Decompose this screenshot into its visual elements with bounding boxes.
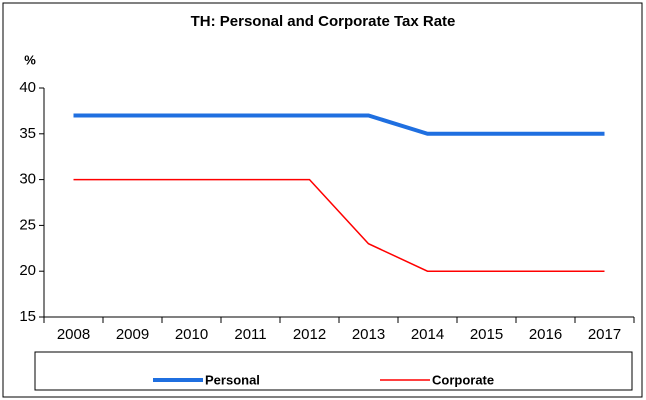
y-tick-label: 40: [19, 79, 36, 96]
x-tick-label: 2010: [175, 326, 208, 343]
x-tick-label: 2012: [293, 326, 326, 343]
x-tick-label: 2013: [352, 326, 385, 343]
x-tick-label: 2014: [411, 326, 444, 343]
x-tick-label: 2009: [116, 326, 149, 343]
y-tick-label: 30: [19, 171, 36, 188]
series-line: [73, 113, 605, 136]
y-tick-label: 20: [19, 262, 36, 279]
y-axis-label: %: [24, 52, 36, 67]
x-tick-label: 2016: [529, 326, 562, 343]
x-tick-label: 2017: [588, 326, 621, 343]
y-tick-label: 35: [19, 125, 36, 142]
x-tick-label: 2008: [57, 326, 90, 343]
x-tick-label: 2015: [470, 326, 503, 343]
x-tick-label: 2011: [234, 326, 266, 343]
legend-label: Corporate: [432, 372, 494, 387]
legend-label: Personal: [205, 372, 260, 387]
y-tick-label: 25: [19, 216, 36, 233]
chart-title: TH: Personal and Corporate Tax Rate: [191, 13, 456, 30]
y-tick-label: 15: [19, 308, 36, 325]
series-line: [73, 178, 605, 272]
legend-frame: [34, 351, 633, 391]
